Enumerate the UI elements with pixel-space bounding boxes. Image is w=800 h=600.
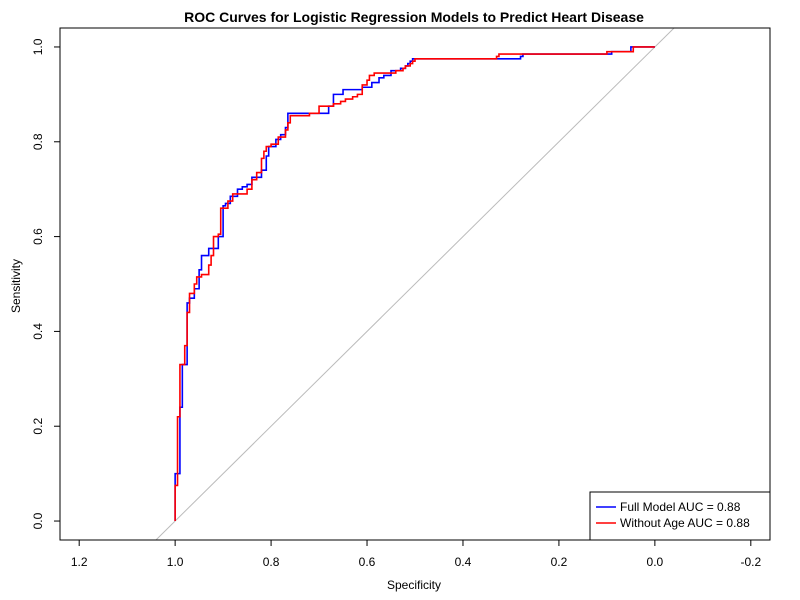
y-tick-label: 1.0 xyxy=(31,38,45,55)
x-tick-label: 1.0 xyxy=(167,555,184,569)
y-tick-label: 0.0 xyxy=(31,512,45,529)
reference-layer xyxy=(155,28,675,540)
series-line-without-age xyxy=(174,46,655,522)
x-tick-label: 0.2 xyxy=(551,555,568,569)
x-tick-label: -0.2 xyxy=(740,555,761,569)
y-tick-label: 0.8 xyxy=(31,133,45,150)
x-tick-label: 0.6 xyxy=(359,555,376,569)
legend-entry-label: Without Age AUC = 0.88 xyxy=(620,516,750,530)
y-axis-label: Sensitivity xyxy=(9,259,23,313)
plot-frame xyxy=(59,27,771,541)
x-tick-label: 0.8 xyxy=(263,555,280,569)
y-tick-label: 0.6 xyxy=(31,228,45,245)
reference-diagonal-line xyxy=(155,28,675,540)
series-layer xyxy=(174,46,655,522)
x-axis: 1.2 1.0 0.8 0.6 0.4 0.2 0.0 -0.2 xyxy=(71,540,761,569)
y-axis: 0.0 0.2 0.4 0.6 0.8 1.0 xyxy=(31,38,60,529)
legend-box xyxy=(589,491,771,541)
legend: Full Model AUC = 0.88 Without Age AUC = 0… xyxy=(589,491,771,541)
chart-title: ROC Curves for Logistic Regression Model… xyxy=(184,9,644,25)
y-tick-label: 0.2 xyxy=(31,418,45,435)
y-tick-label: 0.4 xyxy=(31,323,45,340)
x-tick-label: 1.2 xyxy=(71,555,88,569)
x-axis-label: Specificity xyxy=(387,578,441,592)
legend-entry-label: Full Model AUC = 0.88 xyxy=(620,500,741,514)
x-tick-label: 0.4 xyxy=(455,555,472,569)
x-tick-label: 0.0 xyxy=(647,555,664,569)
